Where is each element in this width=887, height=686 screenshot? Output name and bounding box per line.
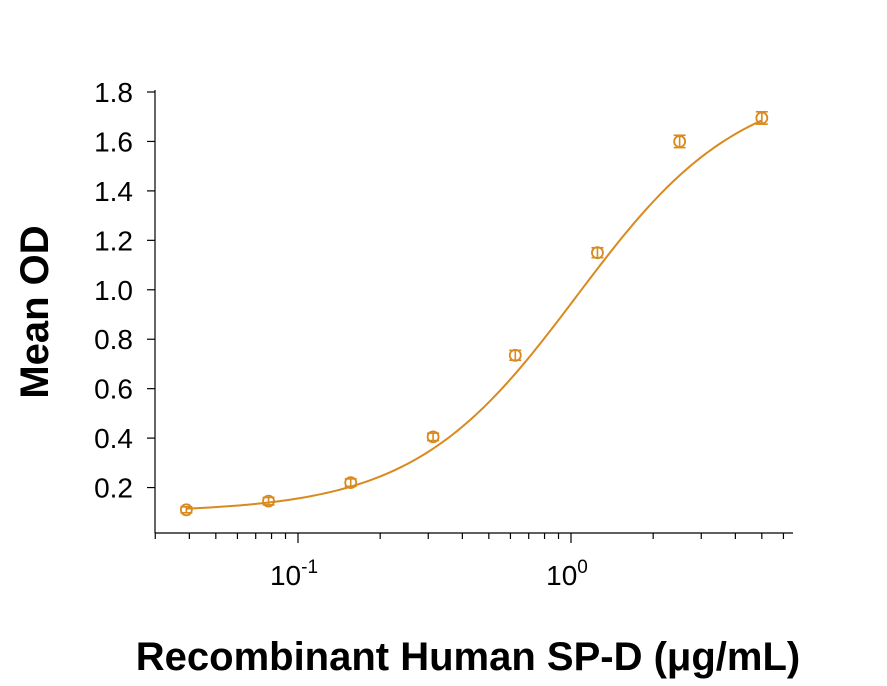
data-point <box>344 476 358 490</box>
x-axis: 10-1 100 <box>154 532 793 591</box>
y-tick-label: 0.2 <box>94 473 133 504</box>
fit-curve <box>186 119 763 510</box>
y-tick-label: 1.0 <box>94 275 133 306</box>
x-ticks: 10-1 100 <box>154 533 785 591</box>
y-tick-label: 1.4 <box>94 176 133 207</box>
y-axis-title: Mean OD <box>13 225 57 398</box>
point-marker <box>426 430 440 444</box>
x-tick-exponent: -1 <box>301 557 318 578</box>
data-point <box>179 503 193 517</box>
y-tick-label: 0.8 <box>94 324 133 355</box>
x-tick-base: 10 <box>270 560 301 591</box>
x-axis-title: Recombinant Human SP-D (μg/mL) <box>136 635 801 679</box>
y-axis: 0.2 0.4 0.6 0.8 1.0 1.2 1.4 1.6 1.8 <box>94 77 156 533</box>
point-marker <box>755 111 769 125</box>
point-marker <box>262 494 275 508</box>
data-points <box>179 110 769 517</box>
y-tick-label: 0.6 <box>94 374 133 405</box>
y-tick-label: 1.8 <box>94 77 133 108</box>
data-point <box>508 348 522 362</box>
point-marker <box>508 348 522 362</box>
y-ticks: 0.2 0.4 0.6 0.8 1.0 1.2 1.4 1.6 1.8 <box>94 77 155 504</box>
y-tick-label: 1.6 <box>94 126 133 157</box>
point-marker <box>591 246 604 260</box>
x-tick-label: 100 <box>546 557 588 591</box>
x-tick-exponent: 0 <box>577 557 588 578</box>
data-point <box>262 494 275 508</box>
point-marker <box>179 503 193 517</box>
x-tick-label: 10-1 <box>270 557 318 591</box>
y-tick-label: 0.4 <box>94 423 133 454</box>
data-point <box>755 110 769 125</box>
y-tick-label: 1.2 <box>94 225 133 256</box>
data-point <box>591 246 604 260</box>
point-marker <box>673 135 687 148</box>
x-tick-base: 10 <box>546 560 577 591</box>
point-marker <box>344 476 358 490</box>
data-point <box>673 134 687 149</box>
data-point <box>426 430 440 444</box>
